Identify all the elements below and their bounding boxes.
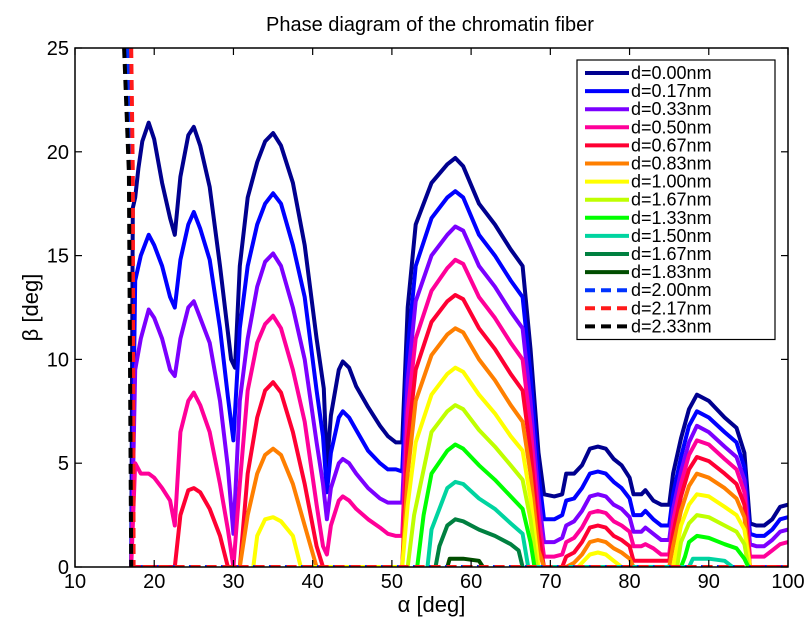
y-tick-label: 0 bbox=[58, 557, 69, 579]
plot-area bbox=[122, 48, 788, 567]
legend-label: d=1.83nm bbox=[631, 262, 712, 282]
x-tick-label: 10 bbox=[64, 571, 86, 593]
series-line-1 bbox=[129, 120, 788, 567]
series-line-2 bbox=[129, 189, 788, 567]
legend-label: d=1.67nm bbox=[631, 244, 712, 264]
series-line-12 bbox=[445, 556, 485, 567]
y-tick-label: 15 bbox=[47, 246, 69, 268]
y-tick-label: 5 bbox=[58, 453, 69, 475]
legend-label: d=0.17nm bbox=[631, 81, 712, 101]
x-tick-label: 50 bbox=[381, 571, 403, 593]
legend-label: d=0.83nm bbox=[631, 154, 712, 174]
legend-label: d=1.00nm bbox=[631, 172, 712, 192]
series-line-11 bbox=[433, 517, 525, 567]
x-tick-label: 20 bbox=[143, 571, 165, 593]
legend-label: d=1.50nm bbox=[631, 226, 712, 246]
x-tick-label: 100 bbox=[771, 571, 804, 593]
x-tick-label: 30 bbox=[222, 571, 244, 593]
series-line-15 bbox=[122, 48, 134, 567]
legend-label: d=2.00nm bbox=[631, 280, 712, 300]
x-tick-label: 90 bbox=[698, 571, 720, 593]
series-line-9 bbox=[415, 442, 751, 567]
legend-label: d=1.67nm bbox=[631, 190, 712, 210]
legend-label: d=2.33nm bbox=[631, 316, 712, 336]
series-line-14 bbox=[129, 48, 788, 567]
series-line-8 bbox=[405, 403, 751, 567]
axes-ticks: 10 20 30 40 50 60 70 80 90 100 0 5 10 15 20 25 bbox=[47, 38, 805, 593]
chart-title: Phase diagram of the chromatin fiber bbox=[266, 14, 594, 36]
plot-frame bbox=[74, 47, 789, 568]
series-line-10 bbox=[425, 479, 734, 567]
series-line-5 bbox=[131, 293, 788, 567]
series-line-7 bbox=[251, 365, 752, 567]
legend: d=0.00nmd=0.17nmd=0.33nmd=0.50nmd=0.67nm… bbox=[576, 59, 776, 341]
legend-label: d=1.33nm bbox=[631, 208, 712, 228]
x-tick-label: 60 bbox=[460, 571, 482, 593]
x-axis-label: α [deg] bbox=[398, 592, 466, 617]
y-tick-label: 10 bbox=[47, 349, 69, 371]
y-tick-label: 25 bbox=[47, 38, 69, 60]
legend-label: d=0.50nm bbox=[631, 117, 712, 137]
legend-label: d=0.00nm bbox=[631, 63, 712, 83]
x-tick-label: 70 bbox=[539, 571, 561, 593]
x-tick-label: 80 bbox=[618, 571, 640, 593]
legend-label: d=0.33nm bbox=[631, 99, 712, 119]
y-tick-label: 20 bbox=[47, 142, 69, 164]
legend-label: d=2.17nm bbox=[631, 298, 712, 318]
legend-label: d=0.67nm bbox=[631, 135, 712, 155]
y-axis-label: β [deg] bbox=[18, 274, 43, 342]
x-tick-label: 40 bbox=[302, 571, 324, 593]
